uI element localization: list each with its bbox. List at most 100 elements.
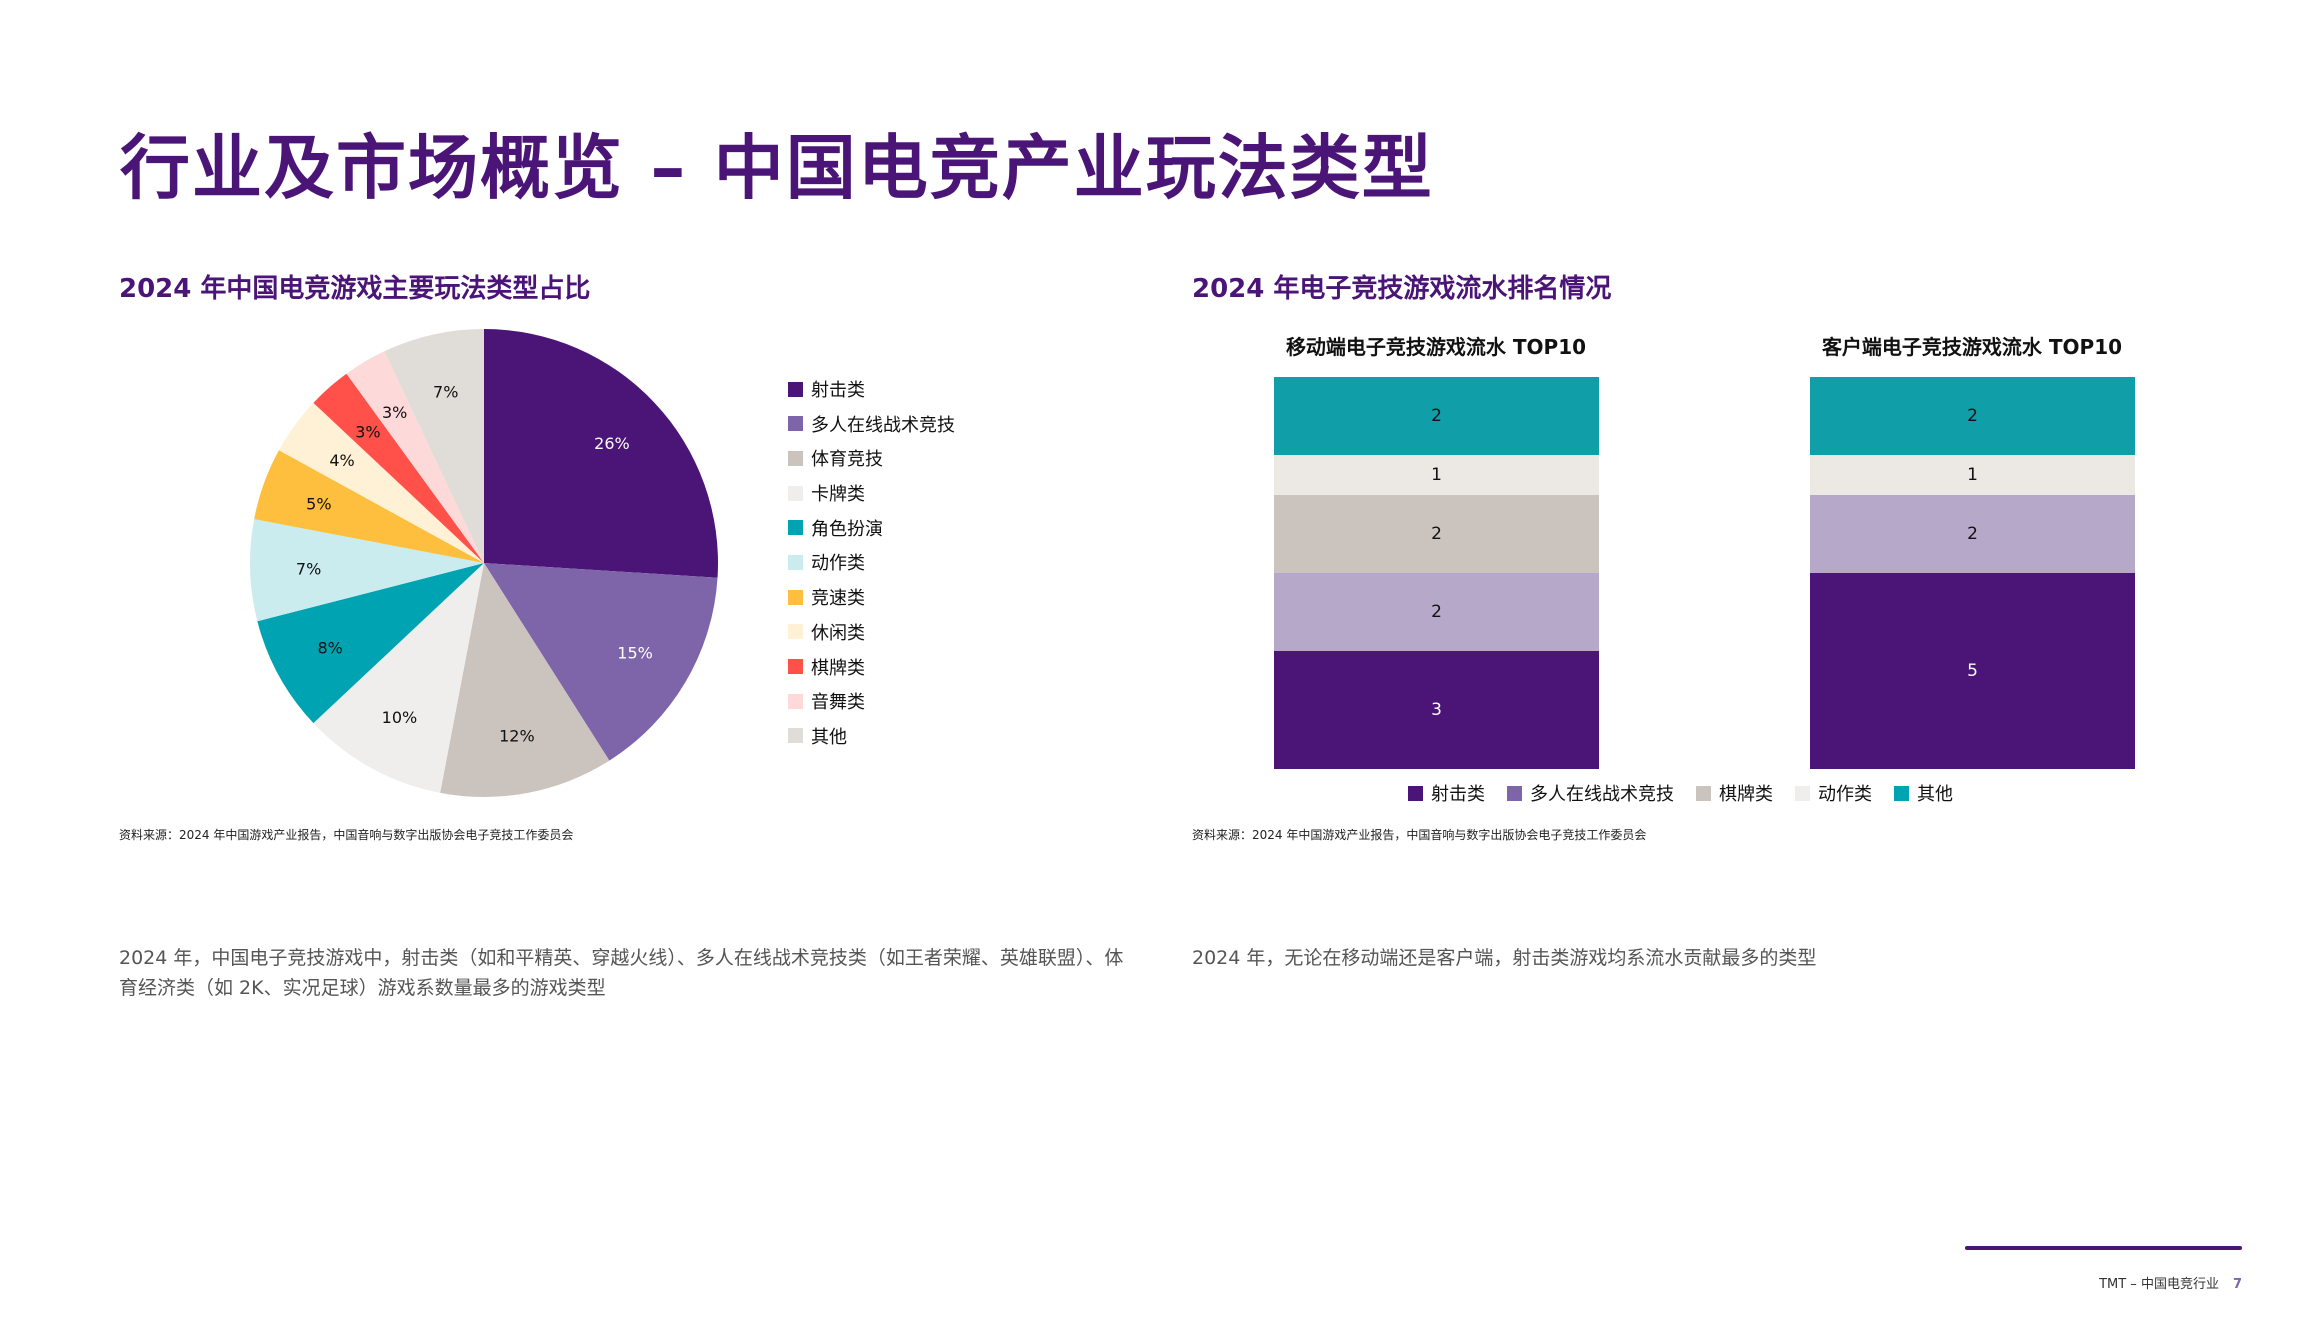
bar-source: 资料来源：2024 年中国游戏产业报告，中国音响与数字出版协会电子竞技工作委员会 [1192,828,1647,842]
pie-slice-5 [250,519,484,622]
legend-swatch [788,416,803,432]
legend-label: 多人在线战术竞技 [1530,784,1674,805]
mobile-subtitle: 移动端电子竞技游戏流水 TOP10 [1285,335,1587,359]
legend-swatch [788,728,803,744]
bar-legend-item: 射击类 [1408,781,1485,805]
legend-swatch [788,450,803,466]
legend-swatch [788,589,803,605]
pie-legend-item: 卡牌类 [788,481,955,505]
pie-slice-8 [313,373,484,563]
bar-segment-1-4: 2 [1810,377,2135,456]
pie-label-2: 12% [499,726,535,745]
bar-segment-0-1: 2 [1274,573,1599,652]
pie-legend-item: 多人在线战术竞技 [788,412,955,436]
legend-label: 其他 [811,726,847,748]
legend-swatch [1507,785,1522,801]
legend-swatch [788,520,803,536]
footer: TMT – 中国电竞行业 7 [1900,1273,2242,1292]
bar-value-label: 3 [1431,700,1442,721]
bar-value-label: 1 [1967,464,1978,485]
pie-label-5: 7% [296,560,321,579]
bar-segment-1-0: 5 [1810,573,2135,769]
bar-value-label: 5 [1967,661,1978,681]
pie-label-9: 3% [382,403,407,422]
legend-label: 体育竞技 [811,449,883,471]
legend-label: 休闲类 [811,622,865,644]
bar-legend-item: 棋牌类 [1696,781,1773,805]
pie-slice-10 [384,329,484,563]
pie-legend-item: 其他 [788,724,955,748]
bar-segment-0-2: 2 [1274,494,1599,573]
pie-legend-item: 音舞类 [788,689,955,713]
bar-segment-1-3: 1 [1810,455,2135,495]
bar-legend: 射击类 多人在线战术竞技 棋牌类 动作类 其他 [1408,781,1975,805]
legend-swatch [788,554,803,570]
left-paragraph: 2024 年，中国电子竞技游戏中，射击类（如和平精英、穿越火线）、多人在线战术竞… [119,947,1124,999]
bar-legend-item: 多人在线战术竞技 [1507,781,1674,805]
bar-value-label: 2 [1431,602,1442,623]
legend-swatch [788,624,803,640]
pie-slice-3 [313,563,484,793]
legend-label: 卡牌类 [811,484,865,506]
legend-label: 动作类 [1818,784,1872,805]
pie-label-1: 15% [617,643,653,662]
legend-label: 棋牌类 [1719,784,1773,805]
footer-divider [1965,1246,2242,1250]
pie-slice-7 [278,402,484,563]
pie-label-10: 7% [433,383,458,402]
legend-label: 音舞类 [811,692,865,714]
pie-label-7: 4% [329,451,354,470]
pie-legend-item: 角色扮演 [788,516,955,540]
legend-label: 其他 [1917,784,1953,805]
pie-label-4: 8% [318,639,343,658]
legend-label: 竞速类 [811,588,865,610]
pc-subtitle: 客户端电子竞技游戏流水 TOP10 [1821,335,2123,359]
pie-slice-2 [440,563,610,797]
legend-swatch [788,381,803,397]
legend-label: 棋牌类 [811,657,865,679]
page-title: 行业及市场概览 – 中国电竞产业玩法类型 [120,127,1434,209]
pie-slice-0 [484,329,718,578]
bar-value-label: 2 [1431,523,1442,544]
pie-legend-item: 动作类 [788,550,955,574]
legend-label: 动作类 [811,553,865,575]
pie-legend-item: 休闲类 [788,620,955,644]
bar-legend-item: 其他 [1894,781,1953,805]
pie-legend-item: 棋牌类 [788,655,955,679]
bar-segment-1-1: 2 [1810,494,2135,573]
legend-swatch [1696,785,1711,801]
bar-chart-heading: 2024 年电子竞技游戏流水排名情况 [1192,274,1612,304]
pie-chart: 26%15%12%10%8%7%5%4%3%3%7% [250,329,718,797]
bar-legend-item: 动作类 [1795,781,1872,805]
bar-value-label: 2 [1967,406,1978,427]
pie-legend-item: 竞速类 [788,585,955,609]
pie-label-3: 10% [382,708,418,727]
legend-label: 角色扮演 [811,518,883,540]
legend-label: 多人在线战术竞技 [811,414,955,436]
legend-label: 射击类 [1431,784,1485,805]
pie-slice-4 [257,563,484,724]
bar-value-label: 2 [1967,523,1978,544]
bar-value-label: 2 [1431,406,1442,427]
pie-slice-6 [254,450,484,563]
pie-chart-heading: 2024 年中国电竞游戏主要玩法类型占比 [119,274,591,304]
pie-legend: 射击类多人在线战术竞技 体育竞技卡牌类角色扮演动作类竞速类休闲类棋牌类音舞类其他 [788,377,955,759]
pie-legend-item: 体育竞技 [788,446,955,470]
footer-text: TMT – 中国电竞行业 [2099,1277,2219,1292]
pie-source: 资料来源：2024 年中国游戏产业报告，中国音响与数字出版协会电子竞技工作委员会 [119,828,574,842]
bar-segment-0-4: 2 [1274,377,1599,456]
pie-legend-item: 射击类 [788,377,955,401]
page-number: 7 [2232,1277,2242,1292]
bar-value-label: 1 [1431,464,1442,485]
pie-slice-1 [484,563,718,761]
pie-label-8: 3% [355,422,380,441]
legend-label: 射击类 [811,380,865,401]
pie-label-6: 5% [306,495,331,514]
legend-swatch [1894,785,1909,801]
legend-swatch [788,485,803,501]
legend-swatch [1795,785,1810,801]
legend-swatch [1408,785,1423,801]
bar-segment-0-0: 3 [1274,651,1599,769]
pie-label-0: 26% [594,434,630,453]
legend-swatch [788,693,803,709]
